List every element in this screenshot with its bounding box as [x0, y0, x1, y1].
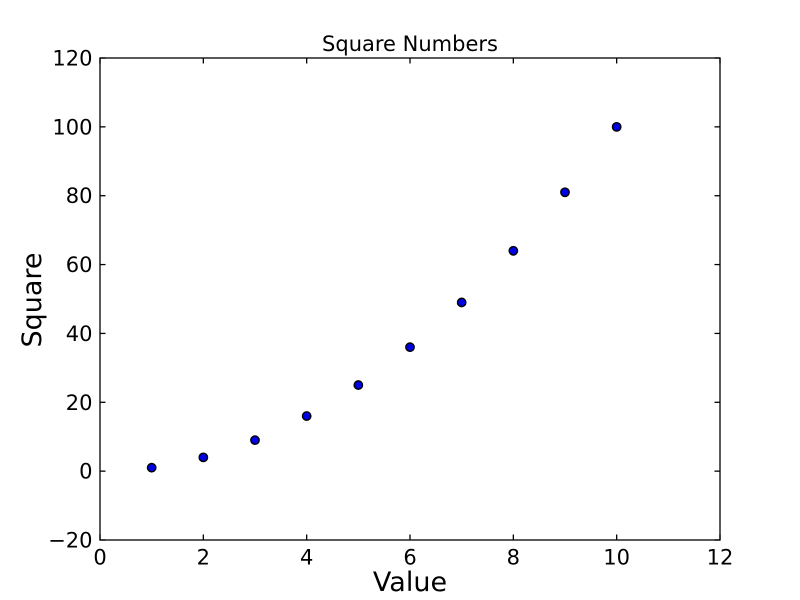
y-tick-label: 0: [79, 460, 92, 484]
x-tick-label: 4: [300, 546, 313, 570]
x-tick-label: 10: [603, 546, 630, 570]
data-point: [560, 187, 570, 198]
x-tick-label: 6: [403, 546, 416, 570]
y-tick-label: 120: [52, 47, 92, 71]
data-point: [250, 435, 260, 446]
chart-title: Square Numbers: [322, 32, 498, 56]
y-tick-label: 40: [66, 322, 93, 346]
y-tick-label: 20: [66, 391, 93, 415]
plot-frame: [99, 57, 721, 541]
data-point: [353, 380, 364, 390]
data-point: [198, 452, 209, 463]
x-tick-label: 8: [507, 546, 520, 570]
data-point: [456, 297, 467, 308]
data-point: [405, 342, 415, 353]
y-tick-label: 60: [66, 253, 93, 277]
data-point: [301, 411, 312, 421]
y-tick-label: −20: [48, 529, 92, 553]
x-axis-label: Value: [373, 567, 447, 598]
x-tick-label: 0: [93, 546, 106, 570]
y-axis-label: Square: [17, 252, 48, 347]
y-tick-label: 80: [66, 184, 93, 208]
data-point: [611, 121, 622, 132]
data-point: [508, 245, 519, 256]
y-tick-label: 100: [52, 115, 92, 139]
data-point: [146, 462, 157, 473]
x-tick-label: 12: [707, 546, 734, 570]
x-tick-label: 2: [197, 546, 210, 570]
